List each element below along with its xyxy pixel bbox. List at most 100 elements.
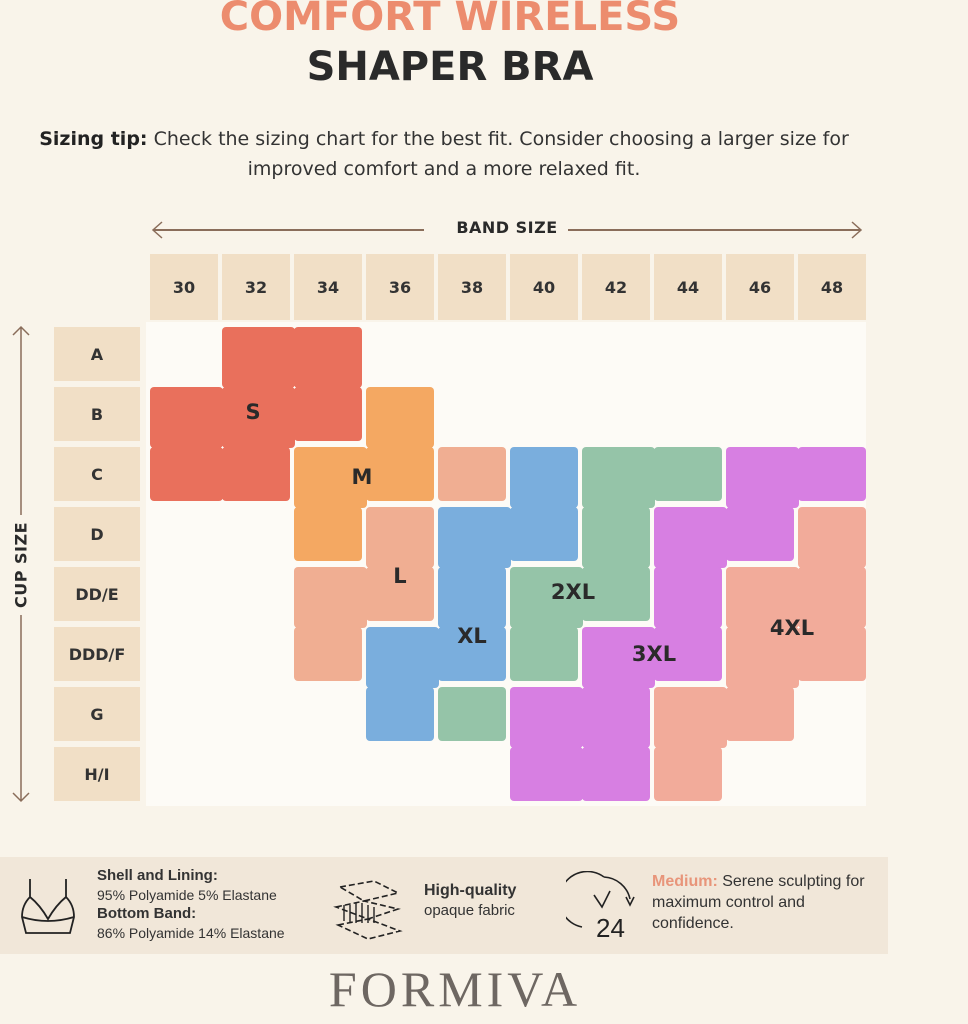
size-cell-3xl	[654, 567, 722, 628]
size-cell-3xl	[510, 687, 583, 748]
size-cell-l	[366, 507, 434, 568]
size-cell-4xl	[654, 687, 727, 748]
support-level-text: Serene sculpting for maximum control and…	[652, 873, 865, 932]
brand-logo: FORMIVA	[328, 961, 582, 1017]
size-label-l: L	[393, 564, 407, 588]
bottom-band-label: Bottom Band:	[97, 905, 197, 922]
cup-size-header: A	[54, 327, 140, 381]
size-cell-s	[222, 387, 295, 448]
band-size-header: 42	[582, 254, 650, 320]
cup-size-label: CUP SIZE	[11, 521, 31, 609]
arrow-left-icon	[151, 221, 163, 239]
size-cell-4xl	[798, 627, 866, 681]
size-cell-4xl	[726, 627, 799, 688]
size-cell-2xl	[654, 447, 722, 501]
size-cell-3xl	[798, 447, 866, 501]
size-cell-3xl	[654, 507, 727, 568]
sizing-tip-text: Check the sizing chart for the best fit.…	[153, 128, 849, 180]
size-cell-l	[294, 567, 367, 628]
size-cell-xl	[438, 627, 506, 681]
size-cell-4xl	[726, 567, 799, 628]
size-cell-4xl	[798, 567, 866, 628]
size-cell-2xl	[582, 447, 655, 508]
size-cell-3xl	[654, 627, 722, 681]
size-cell-2xl	[510, 567, 583, 628]
clock-24-icon: 24	[566, 871, 635, 941]
size-cell-s	[150, 447, 223, 501]
band-arrow-left-line	[154, 229, 424, 231]
bra-icon	[21, 879, 75, 934]
size-label-xl: XL	[457, 624, 487, 648]
size-cell-l	[294, 627, 362, 681]
size-cell-4xl	[798, 507, 866, 568]
size-label-m: M	[351, 465, 373, 489]
size-cell-3xl	[582, 687, 650, 748]
size-label-2xl: 2XL	[550, 580, 596, 604]
size-cell-m	[366, 447, 434, 501]
cup-size-header: B	[54, 387, 140, 441]
band-size-header: 44	[654, 254, 722, 320]
size-cell-3xl	[726, 447, 799, 508]
cup-axis-arrows-icon	[12, 325, 30, 803]
band-size-header: 30	[150, 254, 218, 320]
band-size-header: 46	[726, 254, 794, 320]
size-cell-l	[438, 447, 506, 501]
fabric-text: opaque fabric	[424, 902, 515, 919]
fabric-title: High-quality	[424, 882, 517, 899]
size-cell-m	[294, 447, 367, 508]
size-label-s: S	[245, 400, 261, 424]
size-cell-xl	[366, 687, 434, 741]
clock-24-text: 24	[596, 913, 625, 941]
size-cell-xl	[366, 627, 439, 688]
size-cell-xl	[510, 507, 578, 561]
sizing-tip: Sizing tip: Check the sizing chart for t…	[14, 124, 874, 184]
band-size-header: 36	[366, 254, 434, 320]
band-size-header: 32	[222, 254, 290, 320]
size-cell-2xl	[582, 507, 650, 568]
size-chart-grid: S M L XL 2XL 3XL 4XL	[146, 322, 866, 806]
size-cell-s	[222, 327, 295, 388]
size-label-4xl: 4XL	[769, 616, 815, 640]
arrow-right-icon	[851, 221, 863, 239]
size-cell-3xl	[510, 747, 583, 801]
band-size-label: BAND SIZE	[456, 218, 558, 237]
size-cell-3xl	[582, 627, 655, 688]
support-level-label: Medium:	[652, 873, 718, 890]
size-cell-3xl	[726, 507, 794, 561]
cup-size-header: DD/E	[54, 567, 140, 621]
shell-lining-label: Shell and Lining:	[97, 867, 218, 884]
band-size-header: 38	[438, 254, 506, 320]
size-cell-m	[294, 507, 362, 561]
size-cell-xl	[510, 447, 578, 508]
band-arrow-right-line	[568, 229, 860, 231]
cup-size-header: D	[54, 507, 140, 561]
cup-size-header: G	[54, 687, 140, 741]
shell-lining-value: 95% Polyamide 5% Elastane	[97, 887, 277, 903]
size-label-3xl: 3XL	[631, 642, 677, 666]
size-cell-s	[294, 387, 362, 441]
size-cell-2xl	[582, 567, 650, 621]
size-cell-xl	[438, 507, 511, 568]
cup-size-header: DDD/F	[54, 627, 140, 681]
size-cell-2xl	[510, 627, 578, 681]
cup-size-header: C	[54, 447, 140, 501]
bottom-band-value: 86% Polyamide 14% Elastane	[97, 925, 285, 941]
size-cell-2xl	[438, 687, 506, 741]
fabric-layers-icon	[333, 880, 403, 940]
title-line-1: COMFORT WIRELESS	[219, 0, 681, 40]
band-size-axis: BAND SIZE	[150, 216, 864, 242]
band-size-header: 48	[798, 254, 866, 320]
size-cell-xl	[438, 567, 506, 628]
title-line-2: SHAPER BRA	[306, 44, 594, 90]
size-cell-s	[150, 387, 223, 448]
size-cell-s	[294, 327, 362, 388]
cup-size-axis: CUP SIZE	[6, 325, 36, 803]
size-cell-s	[222, 447, 290, 501]
band-size-header: 40	[510, 254, 578, 320]
features-bar: Shell and Lining: 95% Polyamide 5% Elast…	[0, 857, 888, 954]
size-cell-4xl	[726, 687, 794, 741]
size-cell-3xl	[582, 747, 650, 801]
size-cell-4xl	[654, 747, 722, 801]
cup-size-header: H/I	[54, 747, 140, 801]
band-size-header: 34	[294, 254, 362, 320]
